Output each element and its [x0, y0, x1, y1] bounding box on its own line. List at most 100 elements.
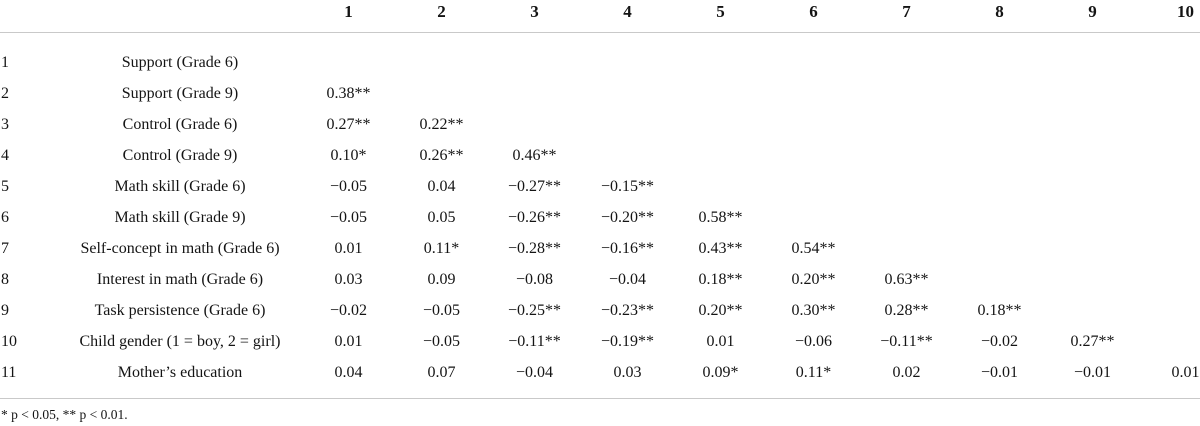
- row-number: 5: [1, 177, 9, 195]
- correlation-cell: 0.11*: [423, 239, 460, 257]
- correlation-cell: −0.02: [980, 332, 1019, 350]
- correlation-cell: −0.11**: [880, 332, 933, 350]
- correlation-cell: −0.15**: [600, 177, 655, 195]
- table-header-row: 1 2 3 4 5 6 7 8 9 10: [0, 0, 1200, 33]
- correlation-cell: [1046, 233, 1139, 264]
- correlation-cell: −0.16**: [600, 239, 655, 257]
- table-row: 10 Child gender (1 = boy, 2 = girl) 0.01 −0…: [0, 326, 1200, 357]
- correlation-cell: −0.05: [422, 301, 461, 319]
- correlation-cell: [1139, 33, 1200, 79]
- correlation-cell: [860, 109, 953, 140]
- correlation-cell: [767, 78, 860, 109]
- row-label: Support (Grade 9): [121, 84, 239, 102]
- table-footnote: * p < 0.05, ** p < 0.01.: [1, 407, 128, 422]
- correlation-cell: −0.23**: [600, 301, 655, 319]
- correlation-cell: −0.26**: [507, 208, 562, 226]
- correlation-cell: [953, 140, 1046, 171]
- correlation-cell: 0.09*: [702, 363, 739, 381]
- correlation-cell: −0.04: [515, 363, 554, 381]
- correlation-cell: [767, 171, 860, 202]
- correlation-cell: −0.20**: [600, 208, 655, 226]
- correlation-cell: [860, 233, 953, 264]
- correlation-cell: 0.30**: [791, 301, 836, 319]
- table-row: 11 Mother’s education 0.04 0.07 −0.04 0.03 0.0…: [0, 357, 1200, 399]
- correlation-cell: 0.01: [334, 239, 363, 257]
- correlation-cell: [767, 109, 860, 140]
- correlation-cell: [1046, 78, 1139, 109]
- correlation-cell: [1139, 78, 1200, 109]
- correlation-cell: 0.05: [427, 208, 456, 226]
- correlation-cell: [674, 171, 767, 202]
- row-label: Mother’s education: [117, 363, 243, 381]
- correlation-cell: [302, 33, 395, 79]
- correlation-cell: [395, 33, 488, 79]
- correlation-cell: [860, 33, 953, 79]
- correlation-cell: 0.03: [613, 363, 642, 381]
- column-header-1: 1: [344, 2, 353, 21]
- table-row: 4 Control (Grade 9) 0.10* 0.26** 0.46**: [0, 140, 1200, 171]
- correlation-cell: 0.10*: [330, 146, 367, 164]
- correlation-cell: 0.27**: [1070, 332, 1115, 350]
- correlation-cell: [674, 33, 767, 79]
- correlation-cell: −0.01: [1073, 363, 1112, 381]
- correlation-cell: [1139, 140, 1200, 171]
- correlation-cell: [767, 140, 860, 171]
- column-header-5: 5: [716, 2, 725, 21]
- correlation-cell: 0.20**: [698, 301, 743, 319]
- column-header-2: 2: [437, 2, 446, 21]
- row-number: 8: [1, 270, 9, 288]
- correlation-cell: [674, 78, 767, 109]
- correlation-cell: 0.04: [334, 363, 363, 381]
- table-row: 2 Support (Grade 9) 0.38**: [0, 78, 1200, 109]
- correlation-cell: [767, 202, 860, 233]
- table-row: 6 Math skill (Grade 9) −0.05 0.05 −0.26** −0.…: [0, 202, 1200, 233]
- column-header-7: 7: [902, 2, 911, 21]
- correlation-cell: −0.19**: [600, 332, 655, 350]
- correlation-cell: 0.38**: [326, 84, 371, 102]
- correlation-cell: −0.04: [608, 270, 647, 288]
- row-number: 6: [1, 208, 9, 226]
- correlation-cell: [953, 78, 1046, 109]
- correlation-cell: −0.05: [329, 177, 368, 195]
- correlation-cell: 0.01: [706, 332, 735, 350]
- correlation-cell: [488, 33, 581, 79]
- correlation-cell: −0.01: [980, 363, 1019, 381]
- correlation-cell: [581, 78, 674, 109]
- correlation-cell: −0.11**: [508, 332, 561, 350]
- correlation-cell: [953, 171, 1046, 202]
- correlation-cell: [860, 202, 953, 233]
- table-row: 7 Self-concept in math (Grade 6) 0.01 0.11*…: [0, 233, 1200, 264]
- correlation-cell: [581, 140, 674, 171]
- column-header-8: 8: [995, 2, 1004, 21]
- correlation-cell: [1139, 171, 1200, 202]
- correlation-cell: 0.07: [427, 363, 456, 381]
- correlation-cell: −0.02: [329, 301, 368, 319]
- row-number: 11: [1, 363, 17, 381]
- row-number: 10: [1, 332, 17, 350]
- correlation-cell: 0.58**: [698, 208, 743, 226]
- row-number: 9: [1, 301, 9, 319]
- header-cell-empty-num: [0, 0, 58, 33]
- correlation-cell: [1046, 33, 1139, 79]
- correlation-cell: −0.08: [515, 270, 554, 288]
- correlation-cell: 0.02: [892, 363, 921, 381]
- correlation-cell: [1046, 264, 1139, 295]
- correlation-cell: 0.04: [427, 177, 456, 195]
- correlation-table: 1 2 3 4 5 6 7 8 9 10 1 Support (Grade 6) 2…: [0, 0, 1200, 399]
- row-label: Interest in math (Grade 6): [96, 270, 264, 288]
- correlation-cell: 0.18**: [977, 301, 1022, 319]
- correlation-cell: [860, 78, 953, 109]
- row-label: Task persistence (Grade 6): [94, 301, 266, 319]
- correlation-cell: [860, 171, 953, 202]
- correlation-cell: −0.28**: [507, 239, 562, 257]
- table-body: 1 Support (Grade 6) 2 Support (Grade 9) 0.38…: [0, 33, 1200, 399]
- row-label: Math skill (Grade 9): [114, 208, 246, 226]
- correlation-cell: [953, 202, 1046, 233]
- column-header-10: 10: [1177, 2, 1194, 21]
- table-row: 3 Control (Grade 6) 0.27** 0.22**: [0, 109, 1200, 140]
- table-row: 5 Math skill (Grade 6) −0.05 0.04 −0.27** −0.…: [0, 171, 1200, 202]
- correlation-cell: [860, 140, 953, 171]
- correlation-cell: 0.22**: [419, 115, 464, 133]
- table-row: 9 Task persistence (Grade 6) −0.02 −0.05 −0.…: [0, 295, 1200, 326]
